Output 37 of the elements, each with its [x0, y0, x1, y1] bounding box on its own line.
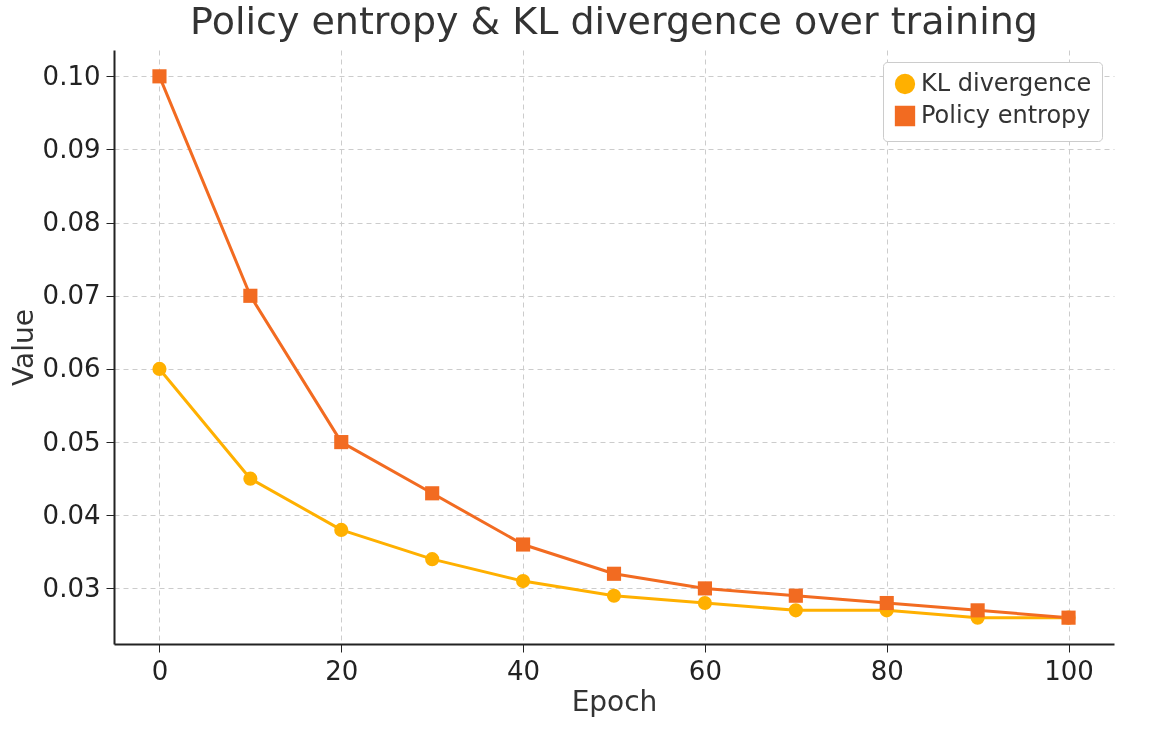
point: [334, 522, 349, 537]
x-tick-label: 100: [1044, 655, 1094, 686]
y-tick-label: 0.03: [42, 572, 101, 603]
point: [243, 288, 258, 303]
y-tick-label: 0.09: [42, 133, 101, 164]
y-tick-label: 0.06: [42, 353, 101, 384]
y-tick-label: 0.10: [42, 60, 101, 91]
y-tick-label: 0.05: [42, 426, 101, 457]
legend-label: Policy entropy: [921, 101, 1091, 129]
x-tick-label: 20: [325, 655, 359, 686]
y-tick-label: 0.07: [42, 280, 101, 311]
point: [606, 588, 622, 603]
x-tick-label: 40: [507, 655, 541, 686]
point: [425, 552, 440, 567]
x-tick-label: 80: [870, 655, 904, 686]
legend-label: KL divergence: [921, 69, 1092, 97]
y-axis-title: Value: [6, 309, 40, 386]
point: [697, 595, 712, 611]
chart-title: Policy entropy & KL divergence over training: [190, 0, 1038, 43]
point: [152, 361, 167, 376]
point: [970, 603, 985, 618]
y-tick-label: 0.04: [42, 499, 101, 530]
point: [243, 471, 258, 486]
point: [516, 537, 531, 552]
x-axis-title: Epoch: [571, 684, 658, 718]
point: [334, 435, 349, 450]
point: [516, 574, 531, 589]
point: [425, 486, 440, 501]
x-tick-label: 0: [151, 655, 169, 686]
point: [788, 588, 803, 603]
point: [152, 69, 167, 84]
y-tick-label: 0.08: [42, 207, 101, 238]
point: [879, 595, 894, 611]
point: [697, 581, 712, 596]
point: [606, 566, 622, 581]
x-tick-label: 60: [688, 655, 722, 686]
point: [788, 603, 803, 618]
